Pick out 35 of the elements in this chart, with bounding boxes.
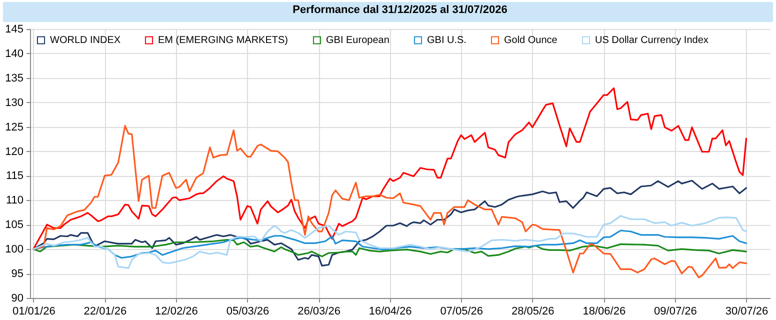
x-tick-label: 28/05/26 [511, 306, 554, 318]
legend-label: US Dollar Currency Index [595, 35, 708, 46]
x-tick-label: 18/06/26 [582, 306, 626, 318]
x-tick-label: 12/02/26 [155, 306, 198, 318]
line-series [32, 125, 748, 278]
line-series [32, 87, 748, 250]
y-tick-label: 105 [5, 219, 24, 232]
y-tick-label: 100 [5, 244, 24, 256]
y-tick-label: 95 [11, 268, 24, 280]
y-tick-label: 130 [5, 96, 24, 109]
legend-label: GBI U.S. [427, 35, 466, 46]
y-tick-label: 140 [5, 48, 24, 60]
line-series [32, 239, 748, 258]
x-tick-label: 07/05/26 [440, 306, 484, 318]
x-tick-label: 26/03/26 [298, 306, 340, 318]
y-tick-label: 145 [5, 24, 24, 36]
y-tick-label: 110 [6, 194, 24, 207]
y-tick-label: 120 [5, 146, 24, 158]
y-tick-label: 135 [5, 72, 24, 84]
line-series [32, 215, 748, 269]
y-tick-label: 115 [6, 170, 24, 182]
legend-label: WORLD INDEX [50, 35, 121, 46]
x-tick-label: 22/01/26 [84, 306, 127, 318]
y-tick-label: 90 [11, 292, 24, 304]
y-tick-label: 125 [5, 121, 24, 134]
x-tick-label: 01/01/26 [12, 306, 56, 318]
legend-label: EM (EMERGING MARKETS) [158, 35, 288, 46]
chart-title: Performance dal 31/12/2025 al 31/07/2026 [292, 4, 508, 16]
x-tick-label: 16/04/26 [368, 306, 412, 318]
x-tick-label: 09/07/26 [654, 306, 697, 318]
legend-label: GBI European [326, 35, 390, 46]
x-tick-label: 05/03/26 [226, 306, 270, 318]
legend-label: Gold Ounce [504, 35, 558, 46]
line-series [32, 180, 748, 267]
x-tick-label: 30/07/26 [725, 306, 768, 318]
